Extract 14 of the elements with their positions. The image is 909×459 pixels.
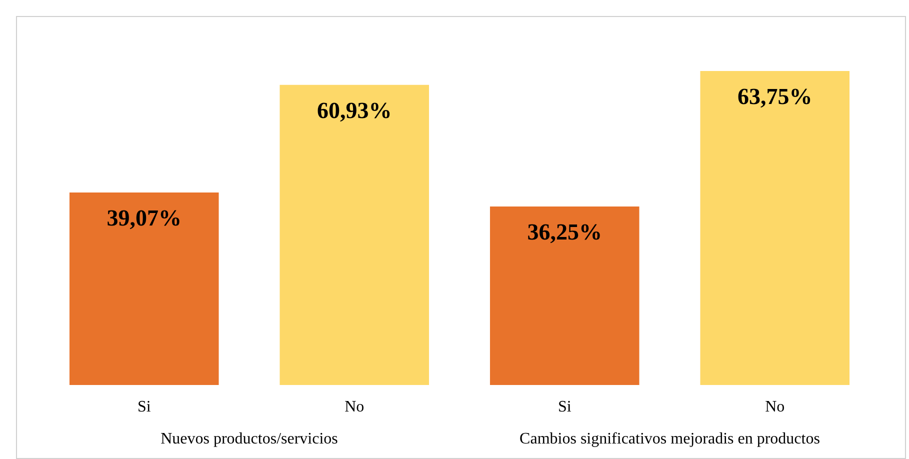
text: Nuevos productos/servicios: [160, 430, 338, 448]
data-label: 36,25%: [527, 219, 602, 244]
x-tick-label: Si: [558, 398, 572, 416]
bar: [700, 71, 850, 385]
bar: [280, 84, 430, 385]
bar: [490, 206, 640, 385]
bar: [69, 192, 219, 385]
x-tick-label: No: [344, 398, 364, 416]
x-tick-label: Si: [137, 398, 152, 416]
text: Cambios significativos mejoradis en productos: [520, 430, 820, 448]
x-tick-label: No: [765, 398, 785, 416]
data-label: 39,07%: [106, 206, 182, 231]
data-label: 63,75%: [738, 84, 812, 109]
data-label: 60,93%: [317, 98, 392, 123]
